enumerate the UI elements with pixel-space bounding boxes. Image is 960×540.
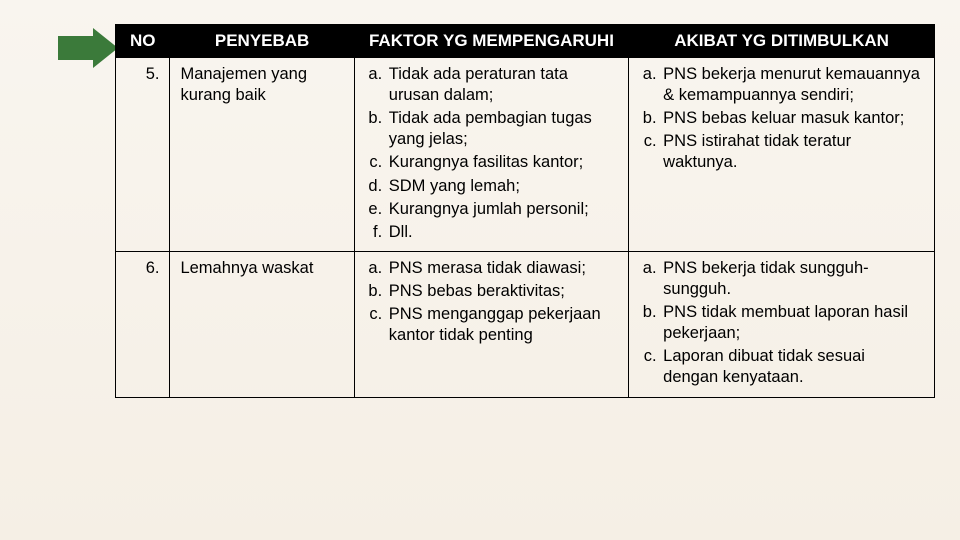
effect-list: PNS bekerja menurut kemauannya & kemampu… <box>639 64 924 174</box>
table-header-row: NO PENYEBAB FAKTOR YG MEMPENGARUHI AKIBA… <box>116 25 935 58</box>
factor-list: Tidak ada peraturan tata urusan dalam; T… <box>365 64 618 243</box>
list-item: Kurangnya fasilitas kantor; <box>387 152 618 173</box>
list-item: Kurangnya jumlah personil; <box>387 199 618 220</box>
list-item: Dll. <box>387 222 618 243</box>
list-item: Tidak ada peraturan tata urusan dalam; <box>387 64 618 106</box>
list-item: PNS bekerja tidak sungguh-sungguh. <box>661 258 924 300</box>
list-item: PNS bebas keluar masuk kantor; <box>661 108 924 129</box>
factor-list: PNS merasa tidak diawasi; PNS bebas bera… <box>365 258 618 346</box>
slide: NO PENYEBAB FAKTOR YG MEMPENGARUHI AKIBA… <box>0 0 960 540</box>
list-item: PNS bebas beraktivitas; <box>387 281 618 302</box>
effect-list: PNS bekerja tidak sungguh-sungguh. PNS t… <box>639 258 924 389</box>
cell-cause: Lemahnya waskat <box>170 251 354 397</box>
list-item: Tidak ada pembagian tugas yang jelas; <box>387 108 618 150</box>
cell-factor: Tidak ada peraturan tata urusan dalam; T… <box>354 58 628 252</box>
list-item: PNS istirahat tidak teratur waktunya. <box>661 131 924 173</box>
cell-effect: PNS bekerja tidak sungguh-sungguh. PNS t… <box>629 251 935 397</box>
list-item: Laporan dibuat tidak sesuai dengan kenya… <box>661 346 924 388</box>
header-cause: PENYEBAB <box>170 25 354 58</box>
cell-effect: PNS bekerja menurut kemauannya & kemampu… <box>629 58 935 252</box>
list-item: SDM yang lemah; <box>387 176 618 197</box>
header-factor: FAKTOR YG MEMPENGARUHI <box>354 25 628 58</box>
list-item: PNS menganggap pekerjaan kantor tidak pe… <box>387 304 618 346</box>
list-item: PNS bekerja menurut kemauannya & kemampu… <box>661 64 924 106</box>
table-row: 6. Lemahnya waskat PNS merasa tidak diaw… <box>116 251 935 397</box>
cell-no: 5. <box>116 58 170 252</box>
cell-factor: PNS merasa tidak diawasi; PNS bebas bera… <box>354 251 628 397</box>
list-item: PNS tidak membuat laporan hasil pekerjaa… <box>661 302 924 344</box>
arrow-icon <box>58 28 118 68</box>
header-no: NO <box>116 25 170 58</box>
table-container: NO PENYEBAB FAKTOR YG MEMPENGARUHI AKIBA… <box>115 24 935 398</box>
cell-no: 6. <box>116 251 170 397</box>
table-row: 5. Manajemen yang kurang baik Tidak ada … <box>116 58 935 252</box>
analysis-table: NO PENYEBAB FAKTOR YG MEMPENGARUHI AKIBA… <box>115 24 935 398</box>
header-effect: AKIBAT YG DITIMBULKAN <box>629 25 935 58</box>
cell-cause: Manajemen yang kurang baik <box>170 58 354 252</box>
list-item: PNS merasa tidak diawasi; <box>387 258 618 279</box>
